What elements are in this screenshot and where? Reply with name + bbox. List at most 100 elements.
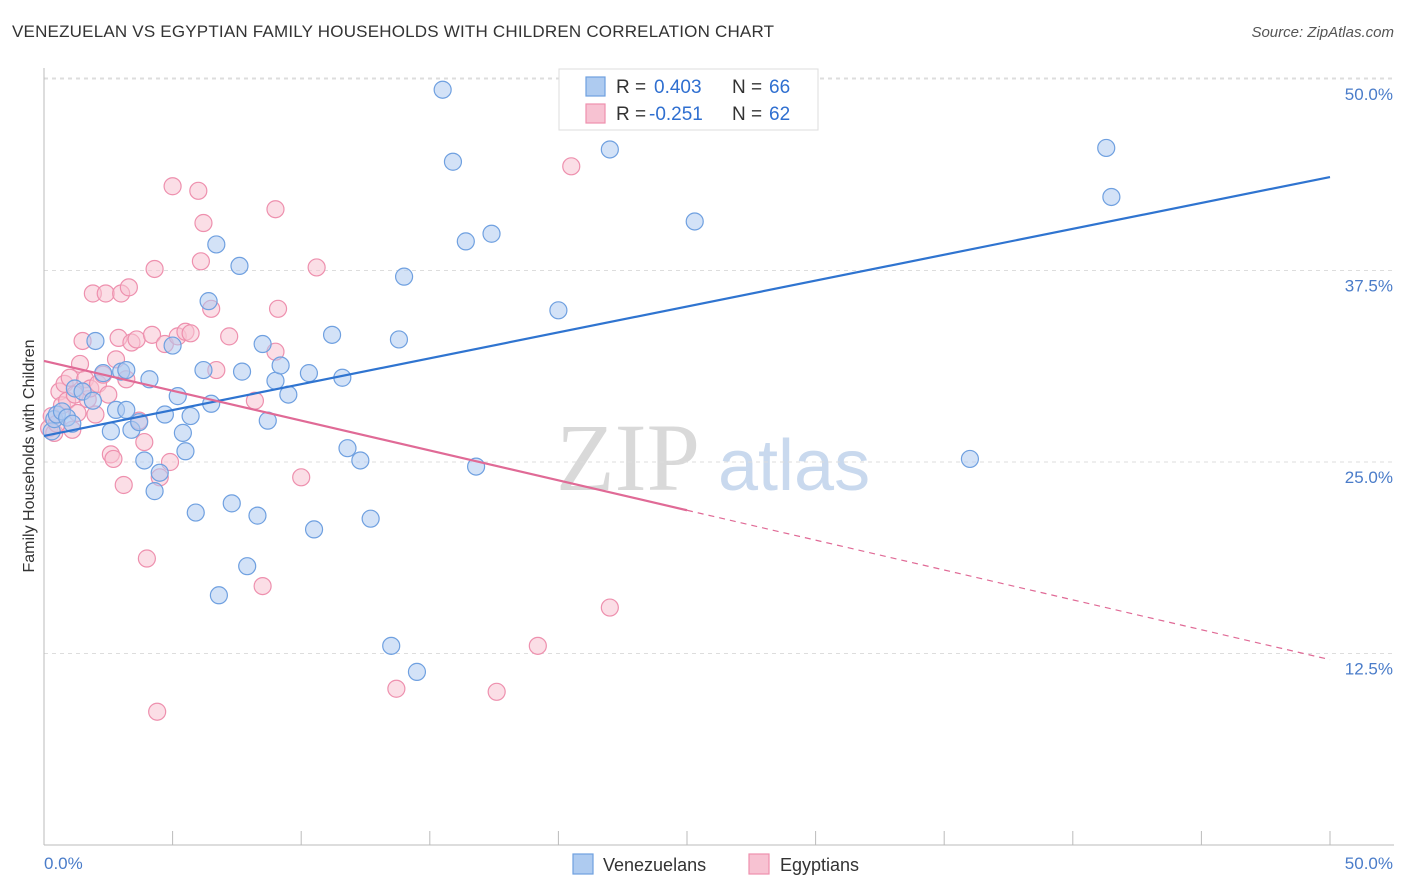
venezuelan-point xyxy=(443,152,463,171)
venezuelan-point xyxy=(222,494,241,513)
egyptian-point xyxy=(114,475,133,495)
venezuelan-point xyxy=(361,509,380,528)
venezuelan-point xyxy=(238,557,257,576)
watermark: ZIP atlas xyxy=(556,404,870,511)
venezuelan-point xyxy=(155,405,174,424)
egyptian-point xyxy=(135,432,154,452)
egyptian-point xyxy=(189,181,208,200)
egyptian-point xyxy=(266,200,285,219)
venezuelan-point xyxy=(176,442,195,461)
egyptian-point xyxy=(142,325,162,344)
egyptian-point xyxy=(268,299,288,318)
venezuelan-point xyxy=(117,400,136,420)
venezuelan-point xyxy=(1097,138,1116,158)
egyptian-point xyxy=(387,679,406,698)
venezuelan-point xyxy=(271,356,290,375)
venezuelan-point xyxy=(394,267,414,286)
egyptians-points xyxy=(40,157,619,721)
venezuelan-point xyxy=(433,80,452,99)
egyptian-point xyxy=(487,682,506,701)
venezuelan-point xyxy=(117,360,136,380)
egyptian-point xyxy=(194,213,213,233)
chart-title: VENEZUELAN VS EGYPTIAN FAMILY HOUSEHOLDS… xyxy=(12,22,775,41)
venezuelan-point xyxy=(351,451,370,470)
egyptian-point xyxy=(127,330,146,349)
stats-r-value-egyptians: -0.251 xyxy=(649,104,703,125)
legend-swatch-venezuelans xyxy=(572,853,594,875)
venezuelan-point xyxy=(186,503,205,522)
stats-swatch-egyptians xyxy=(585,103,606,124)
y-tick-label: 25.0% xyxy=(1345,468,1393,487)
venezuelan-point xyxy=(63,414,82,433)
egyptian-point xyxy=(137,549,156,568)
venezuelan-point xyxy=(199,292,218,311)
egyptian-point xyxy=(181,324,200,343)
egyptian-point xyxy=(562,157,581,176)
stats-legend: R = 0.403 N = 66 R = -0.251 N = 62 xyxy=(558,68,819,131)
venezuelan-point xyxy=(382,636,401,655)
venezuelan-point xyxy=(181,406,200,426)
venezuelans-trend-line xyxy=(43,175,1331,438)
egyptian-point xyxy=(528,636,547,655)
venezuelan-point xyxy=(600,140,619,159)
egyptian-point xyxy=(307,258,326,277)
venezuelan-point xyxy=(232,362,252,381)
egyptian-point xyxy=(600,598,619,617)
venezuelan-point xyxy=(150,463,169,482)
stats-r-label-venezuelans: R = xyxy=(616,77,646,98)
legend-swatch-egyptians xyxy=(748,853,770,875)
venezuelan-point xyxy=(253,334,272,354)
venezuelan-point xyxy=(299,364,319,383)
egyptian-point xyxy=(292,468,311,487)
venezuelan-point xyxy=(163,336,182,355)
venezuelan-point xyxy=(173,423,192,442)
x-tick-labels: 0.0% 50.0% xyxy=(44,854,1393,873)
x-tick-label-max: 50.0% xyxy=(1345,854,1393,873)
y-tick-label: 12.5% xyxy=(1345,660,1393,679)
venezuelan-point xyxy=(685,212,704,231)
venezuelan-point xyxy=(456,232,475,251)
egyptian-point xyxy=(148,702,167,721)
venezuelan-point xyxy=(194,360,213,380)
venezuelan-point xyxy=(338,439,357,458)
venezuelan-point xyxy=(230,256,249,276)
y-tick-labels: 12.5% 25.0% 37.5% 50.0% xyxy=(1345,85,1393,679)
venezuelan-point xyxy=(101,422,120,441)
stats-r-value-venezuelans: 0.403 xyxy=(654,77,702,98)
venezuelan-point xyxy=(960,449,980,469)
stats-r-label-egyptians: R = xyxy=(616,104,646,125)
venezuelan-point xyxy=(248,506,267,525)
egyptian-point xyxy=(163,177,182,196)
egyptians-trend-line xyxy=(43,359,688,512)
venezuelan-point xyxy=(389,330,409,349)
watermark-zip: ZIP xyxy=(556,404,700,511)
stats-n-value-egyptians: 62 xyxy=(769,104,790,125)
source-label: Source: ZipAtlas.com xyxy=(1251,24,1394,41)
stats-n-label-venezuelans: N = xyxy=(732,77,762,98)
egyptians-trend-extension xyxy=(686,509,1331,661)
venezuelan-point xyxy=(145,482,164,501)
venezuelan-point xyxy=(266,371,285,390)
venezuelan-point xyxy=(135,451,154,470)
egyptian-point xyxy=(253,576,272,596)
venezuelan-point xyxy=(407,662,427,681)
stats-n-value-venezuelans: 66 xyxy=(769,77,790,98)
venezuelan-point xyxy=(304,520,324,539)
venezuelan-point xyxy=(549,301,568,320)
venezuelans-points xyxy=(42,80,1121,681)
legend-label-venezuelans: Venezuelans xyxy=(603,855,706,875)
venezuelan-point xyxy=(1102,187,1121,207)
egyptian-point xyxy=(99,385,118,404)
stats-n-label-egyptians: N = xyxy=(732,104,762,125)
venezuelan-point xyxy=(322,325,342,344)
venezuelan-point xyxy=(86,331,105,351)
venezuelan-point xyxy=(207,235,226,254)
venezuelan-point xyxy=(83,391,102,410)
egyptian-point xyxy=(119,278,138,297)
watermark-atlas: atlas xyxy=(718,426,870,506)
bottom-legend: Venezuelans Egyptians xyxy=(572,853,859,875)
egyptian-point xyxy=(220,327,239,346)
egyptian-point xyxy=(191,252,210,271)
egyptian-point xyxy=(96,284,115,303)
